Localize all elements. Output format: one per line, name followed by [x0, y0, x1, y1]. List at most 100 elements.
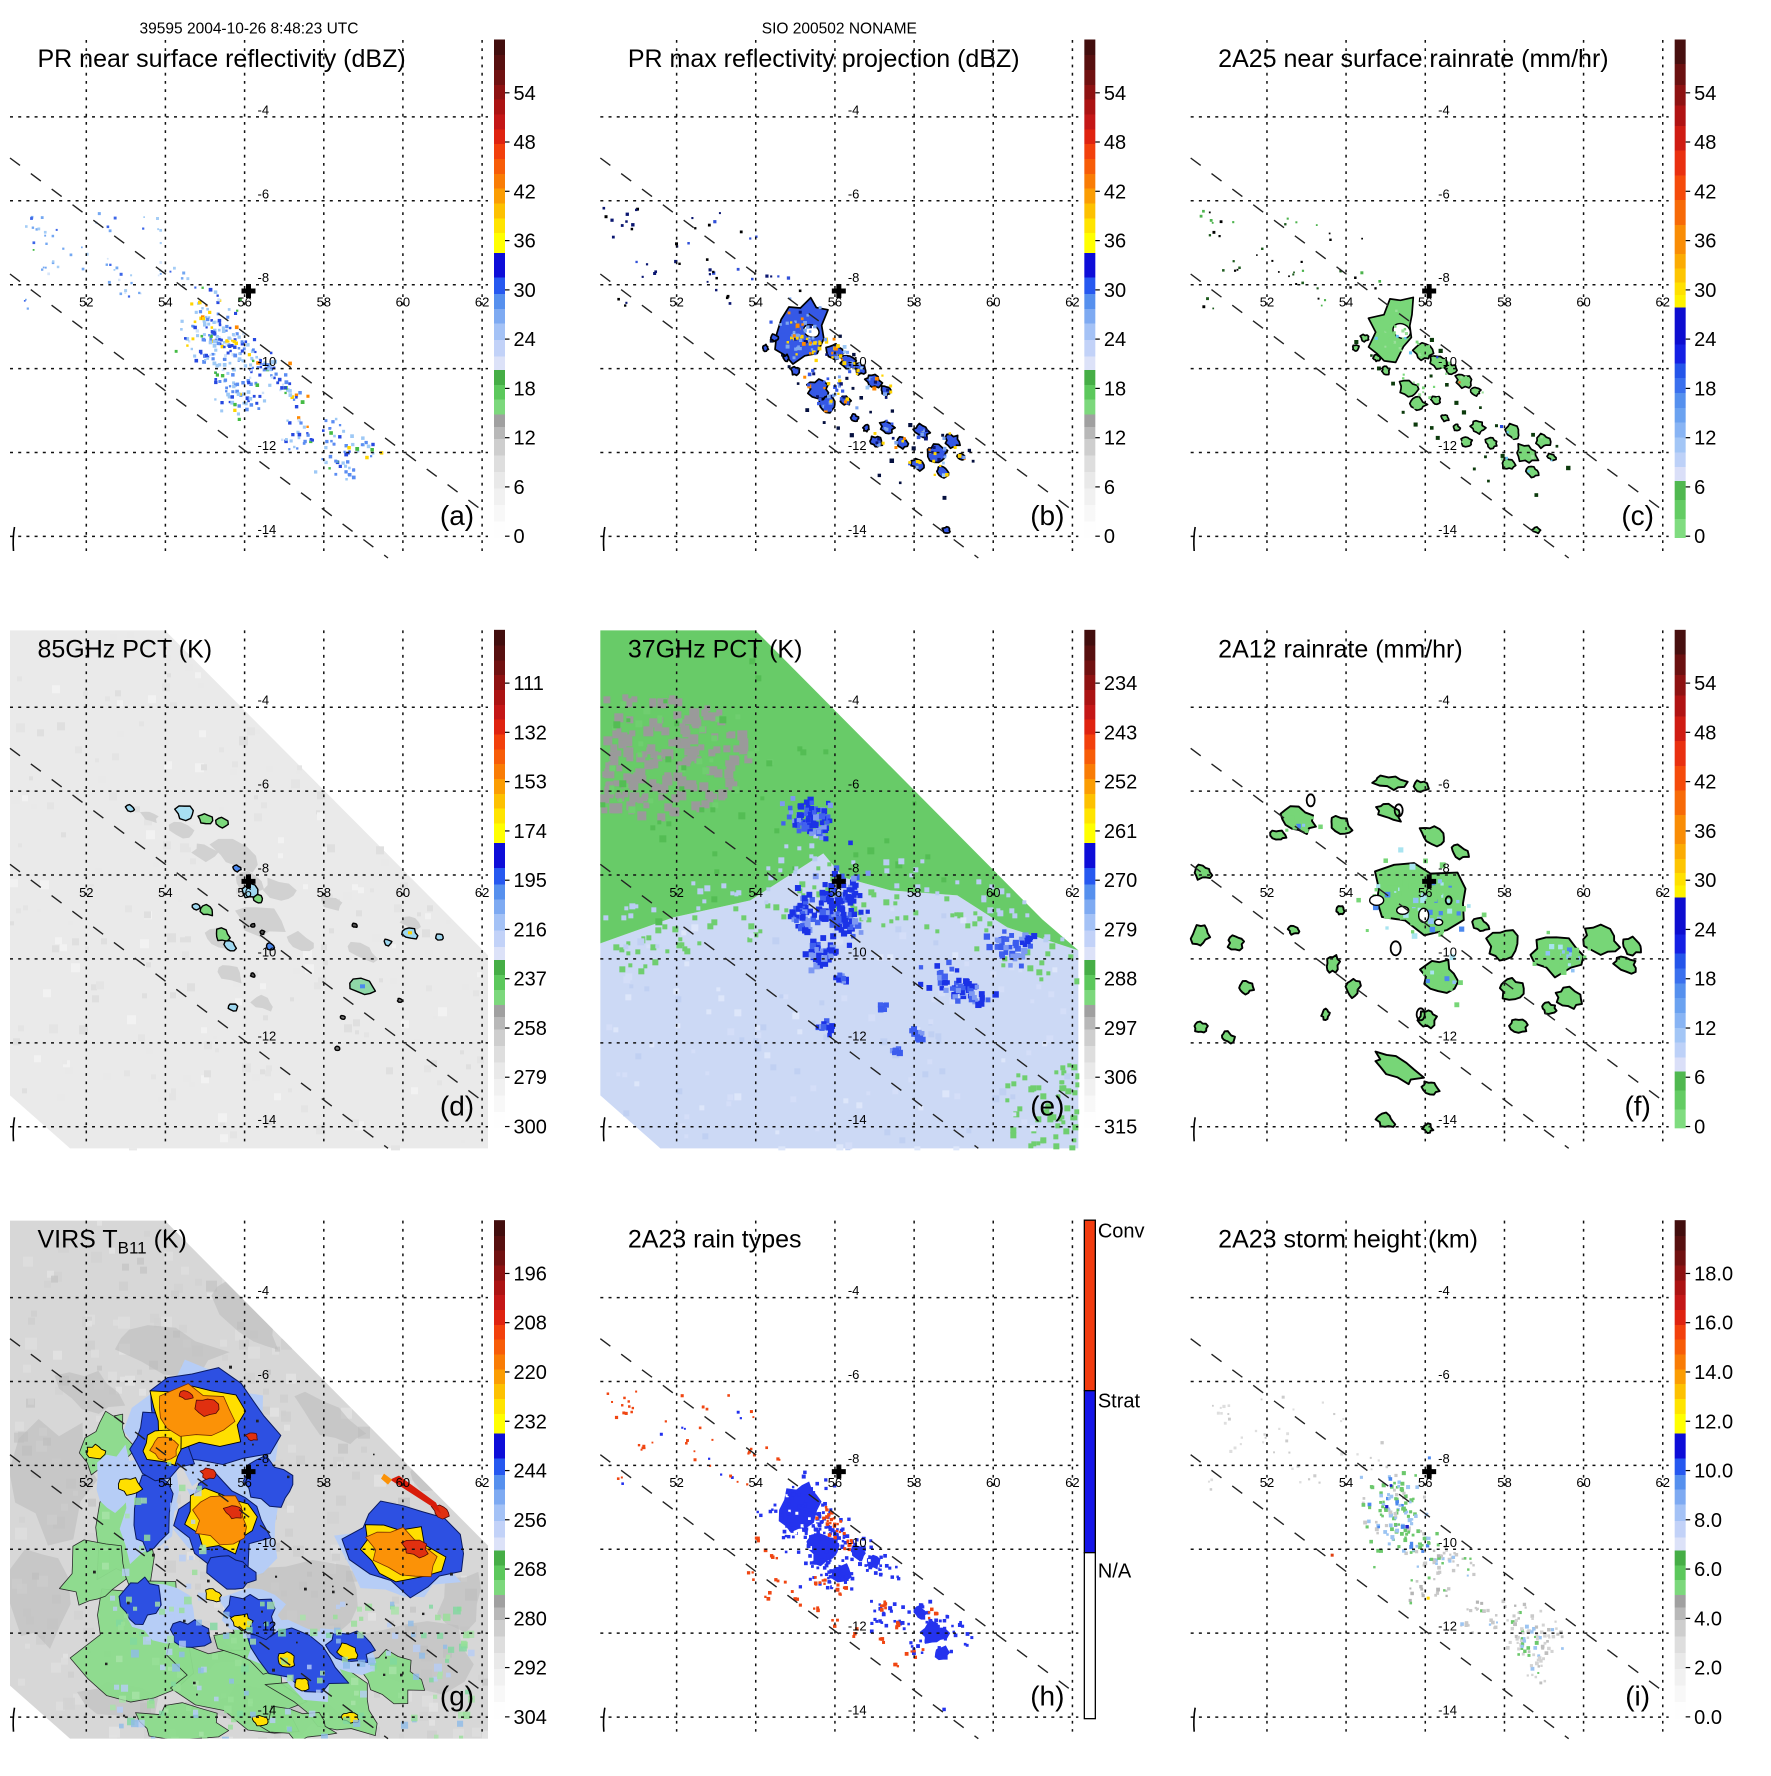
svg-text:Conv: Conv [1098, 1221, 1145, 1243]
svg-text:196: 196 [514, 1263, 547, 1285]
svg-text:52: 52 [1260, 885, 1274, 900]
svg-text:18: 18 [1694, 969, 1716, 991]
svg-text:62: 62 [1656, 1475, 1670, 1490]
svg-text:18: 18 [1694, 378, 1716, 400]
svg-text:52: 52 [79, 1475, 93, 1490]
svg-text:-12: -12 [258, 1619, 277, 1634]
svg-text:300: 300 [514, 1117, 547, 1139]
svg-text:60: 60 [986, 295, 1000, 310]
svg-text:62: 62 [1656, 295, 1670, 310]
svg-text:315: 315 [1104, 1117, 1137, 1139]
svg-text:54: 54 [158, 295, 172, 310]
svg-text:37GHz PCT (K): 37GHz PCT (K) [628, 635, 803, 663]
svg-text:62: 62 [1065, 1475, 1079, 1490]
svg-text:48: 48 [1694, 722, 1716, 744]
svg-text:36: 36 [1104, 231, 1126, 253]
svg-text:252: 252 [1104, 772, 1137, 794]
svg-text:216: 216 [514, 919, 547, 941]
svg-text:24: 24 [1694, 329, 1716, 351]
svg-text:54: 54 [1104, 83, 1126, 105]
svg-text:6: 6 [1104, 477, 1115, 499]
svg-text:12: 12 [1694, 428, 1716, 450]
svg-text:-14: -14 [848, 1112, 867, 1127]
svg-text:279: 279 [514, 1067, 547, 1089]
svg-text:297: 297 [1104, 1018, 1137, 1040]
svg-text:54: 54 [1339, 1475, 1353, 1490]
svg-text:-6: -6 [1438, 777, 1450, 792]
svg-text:(b): (b) [1030, 500, 1064, 531]
svg-text:36: 36 [514, 231, 536, 253]
svg-text:0.0: 0.0 [1694, 1707, 1722, 1729]
svg-text:195: 195 [514, 870, 547, 892]
svg-text:-8: -8 [848, 861, 860, 876]
svg-text:24: 24 [1694, 919, 1716, 941]
svg-text:(e): (e) [1030, 1090, 1064, 1121]
svg-text:-8: -8 [258, 270, 270, 285]
svg-text:62: 62 [1656, 885, 1670, 900]
svg-text:-10: -10 [1438, 944, 1457, 959]
svg-text:-14: -14 [848, 1703, 867, 1718]
svg-text:-10: -10 [848, 354, 867, 369]
svg-text:PR near surface reflectivity (: PR near surface reflectivity (dBZ) [38, 45, 406, 73]
svg-text:0: 0 [1694, 526, 1705, 548]
svg-text:270: 270 [1104, 870, 1137, 892]
svg-text:52: 52 [79, 295, 93, 310]
svg-text:-10: -10 [258, 354, 277, 369]
svg-text:4.0: 4.0 [1694, 1608, 1722, 1630]
svg-text:0: 0 [1694, 1117, 1705, 1139]
svg-text:56: 56 [828, 295, 842, 310]
svg-text:-12: -12 [1438, 1619, 1457, 1634]
svg-text:56: 56 [1418, 295, 1432, 310]
svg-text:-4: -4 [1438, 102, 1450, 117]
svg-text:(d): (d) [440, 1090, 474, 1121]
svg-text:-4: -4 [258, 693, 270, 708]
svg-text:54: 54 [1339, 295, 1353, 310]
svg-text:6: 6 [1694, 477, 1705, 499]
svg-text:56: 56 [237, 295, 251, 310]
svg-text:-6: -6 [258, 777, 270, 792]
svg-text:2.0: 2.0 [1694, 1658, 1722, 1680]
svg-text:14.0: 14.0 [1694, 1362, 1733, 1384]
svg-text:-10: -10 [848, 1535, 867, 1550]
svg-text:24: 24 [514, 329, 536, 351]
svg-text:208: 208 [514, 1313, 547, 1335]
svg-text:244: 244 [514, 1461, 547, 1483]
svg-text:54: 54 [748, 295, 762, 310]
svg-text:58: 58 [317, 295, 331, 310]
svg-text:279: 279 [1104, 919, 1137, 941]
svg-text:42: 42 [1694, 181, 1716, 203]
svg-text:42: 42 [514, 181, 536, 203]
svg-text:-4: -4 [258, 1283, 270, 1298]
svg-text:36: 36 [1694, 231, 1716, 253]
svg-text:30: 30 [1104, 280, 1126, 302]
svg-text:-4: -4 [1438, 1283, 1450, 1298]
svg-text:54: 54 [514, 83, 536, 105]
svg-text:42: 42 [1694, 772, 1716, 794]
svg-text:54: 54 [158, 885, 172, 900]
svg-text:85GHz PCT (K): 85GHz PCT (K) [38, 635, 213, 663]
svg-text:-8: -8 [258, 861, 270, 876]
svg-text:36: 36 [1694, 821, 1716, 843]
svg-text:-14: -14 [258, 1112, 277, 1127]
svg-text:-8: -8 [848, 1451, 860, 1466]
svg-text:52: 52 [669, 295, 683, 310]
svg-text:58: 58 [907, 885, 921, 900]
svg-text:52: 52 [1260, 1475, 1274, 1490]
svg-text:62: 62 [1065, 295, 1079, 310]
svg-text:60: 60 [396, 1475, 410, 1490]
svg-text:-12: -12 [848, 1619, 867, 1634]
svg-text:62: 62 [475, 1475, 489, 1490]
svg-text:48: 48 [514, 132, 536, 154]
svg-text:-14: -14 [848, 522, 867, 537]
svg-text:24: 24 [1104, 329, 1126, 351]
svg-text:58: 58 [907, 295, 921, 310]
svg-text:52: 52 [79, 885, 93, 900]
svg-text:12: 12 [1104, 428, 1126, 450]
svg-text:(h): (h) [1030, 1681, 1064, 1712]
svg-text:232: 232 [514, 1411, 547, 1433]
svg-text:Strat: Strat [1098, 1391, 1141, 1413]
svg-text:PR max reflectivity projection: PR max reflectivity projection (dBZ) [628, 45, 1020, 73]
svg-text:132: 132 [514, 722, 547, 744]
svg-text:48: 48 [1694, 132, 1716, 154]
svg-text:-8: -8 [258, 1451, 270, 1466]
